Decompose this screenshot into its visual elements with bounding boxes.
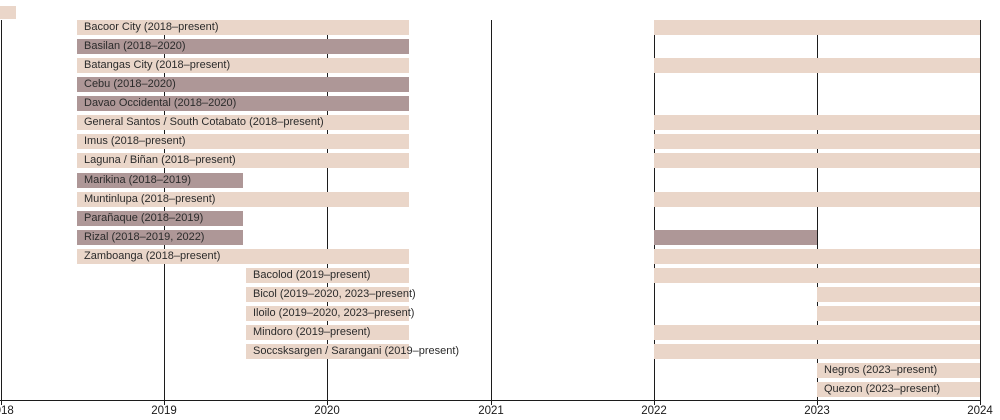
year-gridline: [817, 20, 818, 400]
row-bar-segment: [654, 20, 980, 35]
row-bar-segment: [817, 382, 980, 397]
x-axis-tick: [980, 401, 981, 405]
row-bar-segment: [77, 230, 243, 245]
row-bar-segment: [654, 153, 980, 168]
row-bar-segment: [77, 58, 409, 73]
row-label: Cebu (2018–2020): [84, 78, 176, 90]
year-gridline: [491, 20, 492, 400]
row-label: Marikina (2018–2019): [84, 174, 192, 186]
row-label: Bacoor City (2018–present): [84, 21, 219, 33]
row-bar-segment: [77, 211, 243, 226]
row-bar-segment: [77, 96, 409, 111]
year-gridline: [980, 20, 981, 400]
row-bar-segment: [77, 77, 409, 92]
x-axis-tick-label: 2020: [314, 405, 340, 417]
row-bar-segment: [654, 115, 980, 130]
row-bar-segment: [654, 325, 980, 340]
row-bar-segment: [654, 134, 980, 149]
row-bar-segment: [654, 344, 980, 359]
row-bar-segment: [817, 306, 980, 321]
row-label: Basilan (2018–2020): [84, 40, 186, 52]
year-gridline: [327, 20, 328, 400]
row-label: Parañaque (2018–2019): [84, 212, 204, 224]
row-bar-segment: [77, 173, 243, 188]
row-label: Quezon (2023–present): [824, 383, 941, 395]
row-label: Muntinlupa (2018–present): [84, 193, 216, 205]
x-axis-tick-label: 2019: [151, 405, 177, 417]
x-axis-tick-label: 2022: [641, 405, 667, 417]
x-axis-tick: [327, 401, 328, 405]
row-bar-segment: [246, 268, 409, 283]
row-bar-segment: [817, 287, 980, 302]
row-label: Zamboanga (2018–present): [84, 250, 221, 262]
row-label: Laguna / Biñan (2018–present): [84, 154, 236, 166]
row-bar-segment: [77, 249, 409, 264]
x-axis-line: [0, 400, 981, 401]
row-bar-segment: [77, 39, 409, 54]
cropped-bar-fragment: [0, 6, 16, 19]
row-bar-segment: [77, 153, 409, 168]
row-label: Iloilo (2019–2020, 2023–present): [253, 307, 415, 319]
year-gridline: [654, 20, 655, 400]
row-bar-segment: [77, 134, 409, 149]
x-axis-tick-label: 2023: [804, 405, 830, 417]
x-axis-tick: [817, 401, 818, 405]
row-bar-segment: [246, 325, 409, 340]
row-bar-segment: [654, 58, 980, 73]
x-axis-tick: [491, 401, 492, 405]
row-bar-segment: [246, 306, 409, 321]
year-gridline: [164, 20, 165, 400]
row-label: Bacolod (2019–present): [253, 269, 371, 281]
row-bar-segment: [654, 268, 980, 283]
x-axis-tick-label: 2024: [967, 405, 993, 417]
x-axis-tick-label: 2018: [0, 405, 14, 417]
row-label: Soccsksargen / Sarangani (2019–present): [253, 345, 460, 357]
x-axis-tick: [1, 401, 2, 405]
row-bar-segment: [654, 230, 817, 245]
row-label: General Santos / South Cotabato (2018–pr…: [84, 116, 324, 128]
row-label: Batangas City (2018–present): [84, 59, 231, 71]
row-bar-segment: [246, 344, 409, 359]
row-bar-segment: [654, 249, 980, 264]
row-label: Negros (2023–present): [824, 364, 938, 376]
row-bar-segment: [654, 192, 980, 207]
row-label: Bicol (2019–2020, 2023–present): [253, 288, 416, 300]
row-bar-segment: [817, 363, 980, 378]
row-label: Rizal (2018–2019, 2022): [84, 231, 205, 243]
year-gridline: [1, 20, 2, 400]
row-label: Imus (2018–present): [84, 135, 186, 147]
x-axis-tick: [654, 401, 655, 405]
row-bar-segment: [77, 115, 409, 130]
row-bar-segment: [77, 20, 409, 35]
x-axis-tick-label: 2021: [478, 405, 504, 417]
row-label: Davao Occidental (2018–2020): [84, 97, 237, 109]
row-bar-segment: [77, 192, 409, 207]
x-axis-tick: [164, 401, 165, 405]
row-bar-segment: [246, 287, 409, 302]
row-label: Mindoro (2019–present): [253, 326, 371, 338]
